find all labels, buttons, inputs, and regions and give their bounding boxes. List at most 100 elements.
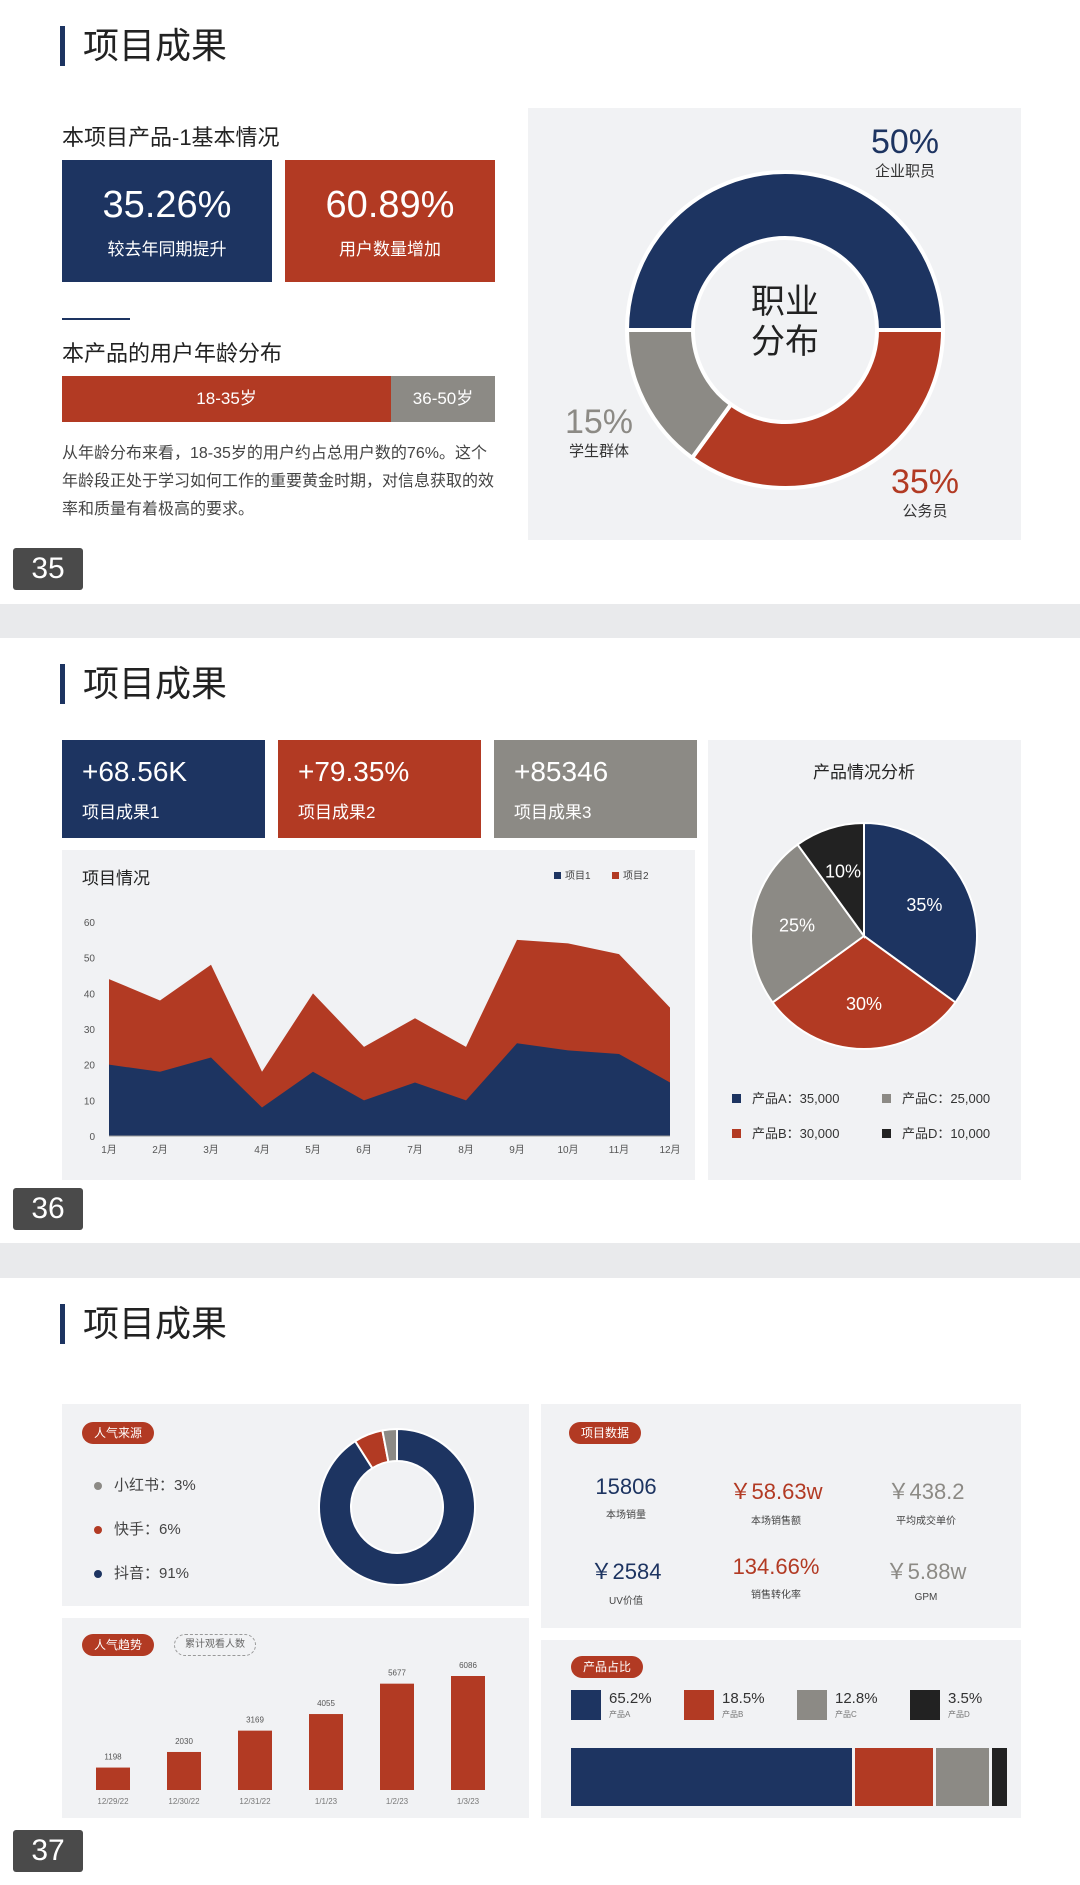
age-segment-18-35: 18-35岁 bbox=[62, 376, 392, 422]
metric-value: ￥5.88w bbox=[885, 1559, 967, 1584]
occupation-donut-chart: 职业 分布 50% 企业职员 35% 公务员 15% 学生群体 bbox=[565, 123, 959, 520]
source-donut-segments bbox=[318, 1427, 476, 1586]
share-item-product-d: 3.5% 产品D bbox=[910, 1690, 982, 1720]
legend-swatch-product-d bbox=[882, 1129, 891, 1138]
x-tick-label: 8月 bbox=[458, 1144, 474, 1156]
label-pct-office-staff: 50% bbox=[871, 123, 939, 161]
metric-value: ￥2584 bbox=[590, 1559, 662, 1584]
occupation-panel: 职业 分布 50% 企业职员 35% 公务员 15% 学生群体 bbox=[528, 108, 1021, 540]
source-item-xiaohongshu: 小红书：3% bbox=[94, 1474, 196, 1495]
x-tick-label: 11月 bbox=[609, 1144, 629, 1156]
metric-value: 134.66% bbox=[732, 1554, 820, 1579]
stat-box-growth: 35.26% 较去年同期提升 bbox=[62, 160, 272, 282]
y-tick-label: 0 bbox=[89, 1132, 95, 1143]
share-pct: 3.5% bbox=[948, 1690, 983, 1707]
bar-2 bbox=[167, 1751, 201, 1790]
metric-value: 15806 bbox=[595, 1474, 657, 1499]
kpi-label: 项目成果1 bbox=[82, 803, 160, 822]
legend-swatch-product-a bbox=[732, 1094, 741, 1103]
y-tick-label: 30 bbox=[84, 1025, 96, 1036]
bar-category-label: 12/31/22 bbox=[239, 1797, 271, 1806]
share-pct: 65.2% bbox=[609, 1690, 652, 1707]
metric-sales-amount: ￥58.63w 本场销售额 bbox=[701, 1474, 851, 1527]
share-name: 产品D bbox=[948, 1710, 970, 1719]
legend-product-a: 产品A：35,000 bbox=[752, 1091, 839, 1106]
legend-swatch-product-c bbox=[882, 1094, 891, 1103]
share-item-product-b: 18.5% 产品B bbox=[684, 1690, 765, 1720]
pie-slice-label: 35% bbox=[906, 895, 942, 915]
area-chart-panel: 项目情况 项目1 项目2 0 10 20 30 40 50 60 1月 2月 3月 4月 5月 6月 7月… bbox=[62, 850, 695, 1180]
metric-value: ￥58.63w bbox=[729, 1479, 823, 1504]
legend-product-c: 产品C：25,000 bbox=[902, 1091, 990, 1106]
area-series-1 bbox=[109, 1043, 670, 1136]
pie-chart-title: 产品情况分析 bbox=[813, 763, 915, 782]
project-data-tag: 项目数据 bbox=[569, 1422, 642, 1444]
share-name: 产品B bbox=[722, 1710, 744, 1719]
metric-conversion-rate: 134.66% 销售转化率 bbox=[701, 1554, 851, 1601]
pie-slice-3 bbox=[750, 843, 866, 1004]
metric-label: 平均成交单价 bbox=[896, 1516, 956, 1527]
product-share-stacked-bar bbox=[571, 1748, 1007, 1806]
bar-6 bbox=[451, 1676, 485, 1790]
y-tick-label: 20 bbox=[84, 1061, 96, 1072]
x-tick-label: 10月 bbox=[557, 1144, 578, 1156]
stacked-segment-1 bbox=[571, 1748, 856, 1806]
bar-value-label: 4055 bbox=[317, 1699, 335, 1708]
stat-box-users: 60.89% 用户数量增加 bbox=[285, 160, 495, 282]
share-swatch bbox=[797, 1690, 827, 1720]
donut-segment-1 bbox=[624, 170, 946, 332]
metric-label: GPM bbox=[914, 1592, 938, 1603]
pie-chart-panel: 产品情况分析 35% 30% 25% 10% 产品A：35,000 产品C：25,00… bbox=[708, 740, 1021, 1180]
pie-slice-1 bbox=[863, 821, 978, 1004]
metric-label: UV价值 bbox=[609, 1596, 643, 1607]
y-tick-label: 40 bbox=[84, 989, 96, 1000]
kpi-value: +85346 bbox=[514, 756, 609, 787]
x-tick-label: 1月 bbox=[101, 1144, 117, 1156]
bar-value-label: 2030 bbox=[175, 1737, 193, 1746]
project-area-chart: 项目情况 项目1 项目2 0 10 20 30 40 50 60 1月 2月 3月 4月 5月 6月 7月… bbox=[82, 869, 681, 1156]
bar-category-label: 12/29/22 bbox=[97, 1797, 129, 1806]
source-label: 快手：6% bbox=[114, 1521, 181, 1538]
kpi-label: 项目成果2 bbox=[298, 803, 376, 822]
source-item-douyin: 抖音：91% bbox=[94, 1562, 189, 1583]
product-pie-chart: 产品情况分析 35% 30% 25% 10% 产品A：35,000 产品C：25,00… bbox=[732, 763, 990, 1141]
bar-category-label: 1/3/23 bbox=[457, 1797, 480, 1806]
bar-value-label: 1198 bbox=[104, 1753, 122, 1762]
legend-label-series2: 项目2 bbox=[623, 870, 649, 882]
metric-gpm: ￥5.88w GPM bbox=[851, 1554, 1001, 1603]
x-tick-label: 7月 bbox=[407, 1144, 423, 1156]
share-item-product-a: 65.2% 产品A bbox=[571, 1690, 652, 1720]
x-tick-label: 2月 bbox=[152, 1144, 168, 1156]
bar-1 bbox=[96, 1767, 130, 1790]
pie-slice-2 bbox=[771, 934, 957, 1050]
traffic-source-donut bbox=[318, 1427, 476, 1586]
product-share-panel: 产品占比 65.2% 产品A 18.5% 产品B 12.8% 产品C 3.5% 产品D bbox=[541, 1640, 1021, 1818]
bar-3 bbox=[238, 1730, 272, 1790]
metric-label: 本场销量 bbox=[606, 1510, 646, 1521]
bullet-icon bbox=[94, 1526, 102, 1535]
share-swatch bbox=[910, 1690, 940, 1720]
metric-label: 本场销售额 bbox=[751, 1516, 801, 1527]
x-tick-label: 12月 bbox=[659, 1144, 680, 1156]
popularity-bar-chart: 1198 12/29/22 2030 12/30/22 3169 12/31/22 4055… bbox=[96, 1661, 485, 1806]
traffic-source-tag: 人气来源 bbox=[82, 1422, 155, 1444]
label-pct-students: 15% bbox=[565, 403, 633, 441]
slide-title: 项目成果 bbox=[60, 664, 227, 704]
slide-title: 项目成果 bbox=[60, 1304, 227, 1344]
donut-segment-3 bbox=[624, 328, 734, 461]
share-swatch bbox=[684, 1690, 714, 1720]
stat-label: 较去年同期提升 bbox=[107, 240, 227, 259]
legend-swatch-product-b bbox=[732, 1129, 741, 1138]
stat-value: 35.26% bbox=[102, 184, 232, 226]
stacked-segment-2 bbox=[855, 1748, 936, 1806]
label-pct-civil-servant: 35% bbox=[891, 463, 959, 501]
bar-4 bbox=[309, 1714, 343, 1790]
x-tick-label: 4月 bbox=[254, 1144, 270, 1156]
kpi-value: +68.56K bbox=[82, 756, 188, 787]
kpi-box-2: +79.35% 项目成果2 bbox=[278, 740, 481, 838]
slide-title: 项目成果 bbox=[60, 26, 227, 66]
metric-sales-count: 15806 本场销量 bbox=[551, 1474, 701, 1521]
page-number: 35 bbox=[13, 548, 83, 590]
product-share-tag: 产品占比 bbox=[571, 1656, 644, 1678]
kpi-value: +79.35% bbox=[298, 756, 410, 787]
